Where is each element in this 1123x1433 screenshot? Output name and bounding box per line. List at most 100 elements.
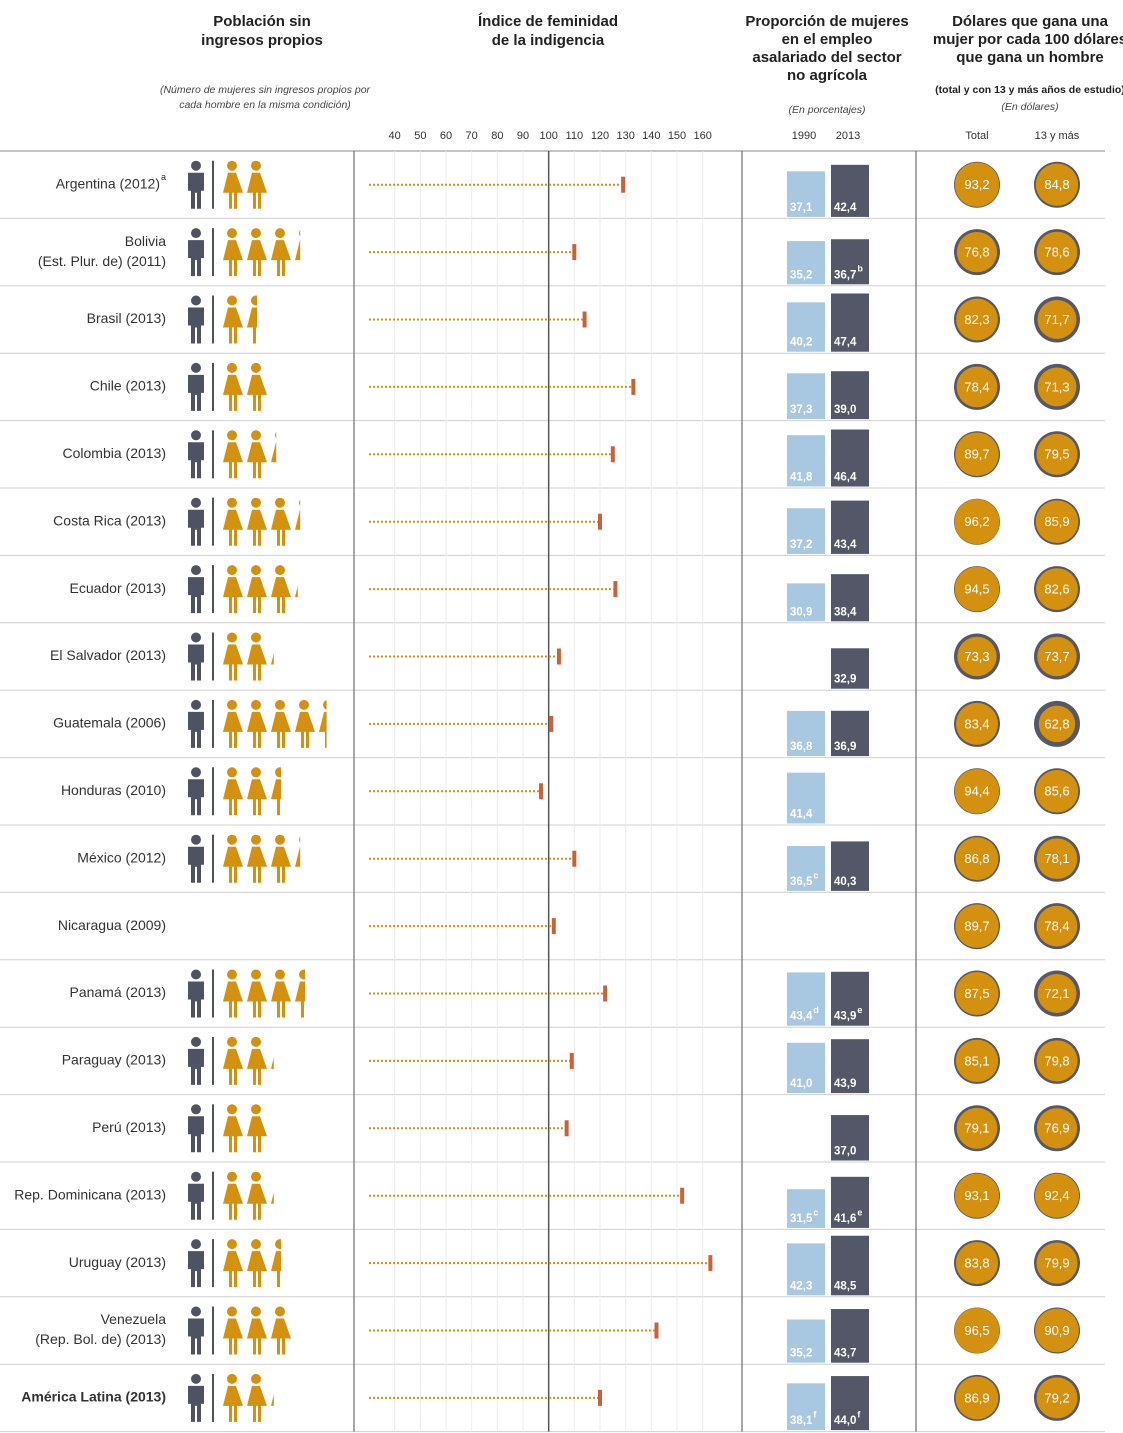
woman-icon-body [319,711,327,748]
bar [831,1115,869,1161]
woman-icon-body [247,1385,267,1422]
woman-icon-head [251,1306,261,1317]
bubble-label: 86,9 [964,1390,989,1405]
bubble [954,1173,1000,1218]
bubble [954,162,1000,207]
woman-icon-head [251,969,261,980]
row-label: Bolivia [125,233,166,249]
index-marker [582,311,587,328]
bubble-label: 87,5 [964,986,989,1001]
woman-icon-body [223,307,243,344]
bubble-label: 79,5 [1044,447,1069,462]
index-marker [603,985,608,1002]
row-label: Venezuela [101,1311,167,1327]
man-icon [188,160,204,209]
woman-icon-body [295,240,301,261]
bar [787,373,825,420]
man-icon-head [191,834,201,845]
bubble-label: 92,4 [1044,1188,1069,1203]
bar-label: 38,1 [790,1415,813,1427]
woman-icon-head [299,499,301,506]
man-icon [188,1171,204,1220]
man-icon [188,1373,204,1422]
column-title: no agrícola [787,67,868,84]
woman-icon-head [251,632,261,643]
woman-icon-body [247,1318,267,1355]
bar-label: 31,5 [790,1213,813,1225]
bar-label: 40,3 [834,876,856,888]
bar [787,435,825,487]
row-label: Nicaragua (2009) [58,917,166,933]
woman-icon-body [223,1183,243,1220]
bar [831,371,869,420]
bar [831,1235,869,1296]
man-icon [188,1239,204,1288]
bubble [1036,1108,1078,1149]
bar-label: 46,4 [834,472,857,484]
man-icon-body [188,1385,204,1422]
man-icon-body [188,1318,204,1355]
woman-icon-head [227,969,237,980]
bar [787,1243,825,1296]
bubble-label: 78,6 [1044,245,1069,260]
woman-icon-head [227,1036,237,1047]
bubble-label: 94,5 [964,582,989,597]
row-label: Uruguay (2013) [69,1254,166,1270]
bubble-label: 85,9 [1044,514,1069,529]
bar-label: 47,4 [834,337,857,349]
woman-icon-head [227,1306,237,1317]
bubble-label: 93,2 [964,177,989,192]
man-icon [188,1036,204,1085]
index-marker [598,513,602,530]
index-marker [572,850,577,867]
row-label: Honduras (2010) [61,782,166,798]
bubble [1035,500,1079,544]
bubble-label: 78,4 [964,379,989,394]
row-label: (Rep. Bol. de) (2013) [35,1331,166,1347]
column-subtitle: cada hombre en la misma condición) [179,99,351,111]
bubble-label: 89,7 [964,919,989,934]
bubble [955,837,999,881]
man-icon-body [188,307,204,344]
index-marker [708,1255,713,1272]
woman-icon-head [275,1306,285,1317]
x-tick-label: 120 [591,130,609,142]
women-icons [223,1104,267,1153]
woman-icon-body [271,442,277,463]
man-icon-head [191,699,201,710]
woman-icon-head [227,160,237,171]
bar-label: 43,7 [834,1348,856,1360]
man-icon-body [188,442,204,479]
woman-icon-body [223,442,243,479]
women-icons [223,362,267,411]
row-label: Perú (2013) [92,1119,166,1135]
woman-icon-head [251,1239,261,1250]
bubble-label: 79,9 [1044,1256,1069,1271]
bubble-label: 76,9 [1044,1121,1069,1136]
woman-icon-body [247,442,267,479]
woman-icon-head [227,834,237,845]
woman-icon-body [223,846,243,883]
woman-icon-head [275,834,285,845]
woman-icon-body [247,846,267,883]
man-icon-head [191,1104,201,1115]
row-label: México (2012) [77,849,166,865]
man-icon-body [188,1251,204,1288]
woman-icon-head [275,497,285,508]
column-subtitle: (Número de mujeres sin ingresos propios … [160,84,371,96]
series-label: Total [965,130,988,142]
footnote-mark: f [857,1409,861,1419]
woman-icon-body [271,779,281,816]
bar-label: 32,9 [834,674,856,686]
row-label: Chile (2013) [90,378,166,394]
index-marker [556,648,561,665]
woman-icon-head [275,969,285,980]
woman-icon-body [247,644,267,681]
bubble-label: 85,1 [964,1053,989,1068]
woman-icon-head [227,565,237,576]
bubble-label: 86,8 [964,851,989,866]
man-icon-head [191,1239,201,1250]
bubble [1036,433,1078,475]
woman-icon-body [295,846,301,867]
man-icon-body [188,374,204,411]
